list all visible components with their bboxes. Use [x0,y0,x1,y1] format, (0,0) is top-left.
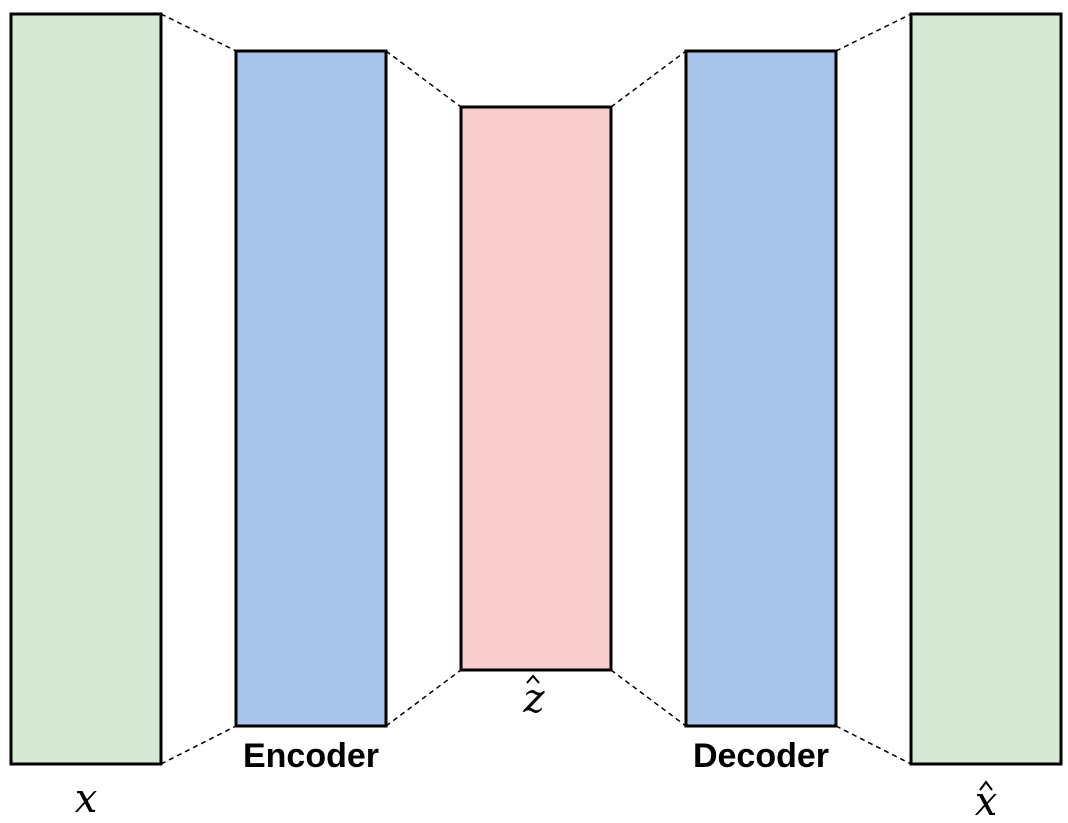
output-label-group: x [975,779,998,823]
connector-latent-decoder-bottom [610,669,687,727]
connector-input-encoder-top [160,13,237,52]
decoder-label: Decoder [693,737,829,775]
connector-decoder-output-top [835,13,912,52]
connector-latent-decoder-top [610,50,687,108]
output-hat-accent [979,780,993,791]
latent-label-group: z [522,674,545,722]
latent-label: z [522,676,545,722]
decoder-block [684,49,838,728]
output-label: x [975,779,998,823]
connector-input-encoder-bottom [160,725,237,765]
input-block [9,12,163,766]
connector-encoder-latent-top [385,50,462,108]
latent-block [459,105,613,672]
connector-decoder-output-bottom [835,725,912,765]
encoder-block [234,49,388,728]
input-label: x [75,776,98,822]
connector-encoder-latent-bottom [385,669,462,727]
latent-hat-accent [526,674,540,684]
connectors [160,13,912,765]
encoder-label: Encoder [243,737,379,775]
output-block [909,12,1063,766]
